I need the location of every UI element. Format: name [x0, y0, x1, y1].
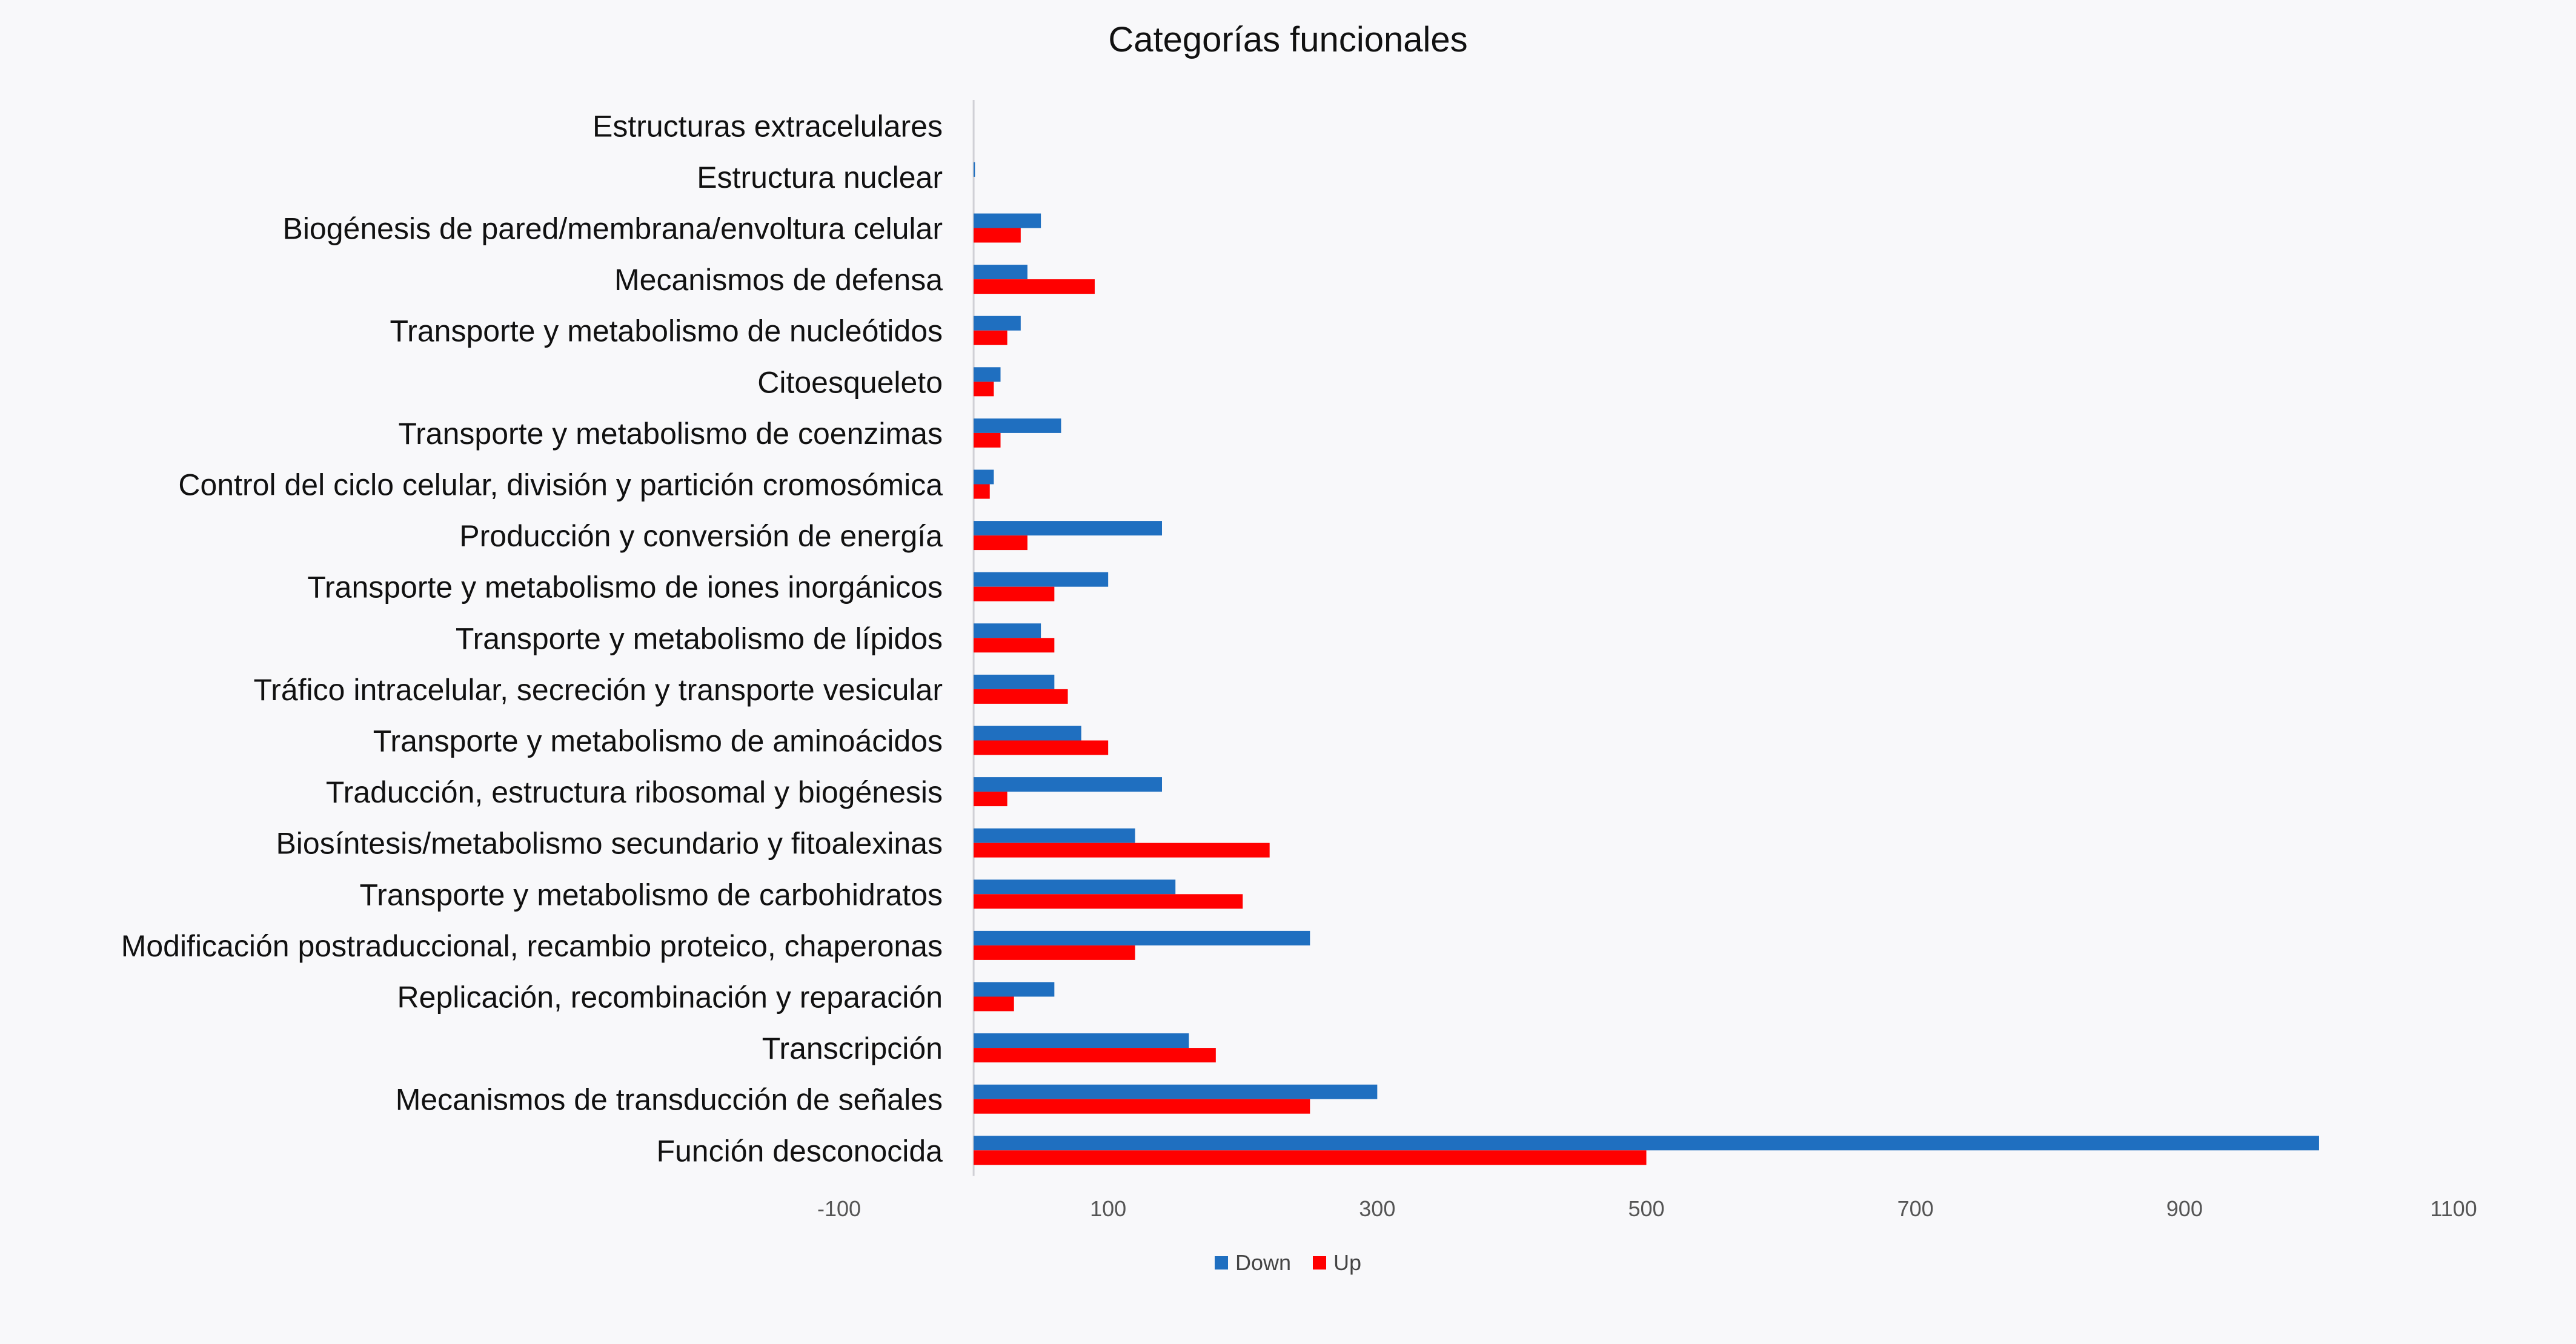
bar-down: [974, 265, 1027, 280]
category-label: Estructura nuclear: [697, 161, 943, 194]
bar-up: [974, 1150, 1647, 1165]
bar-down: [974, 674, 1055, 689]
bar-down: [974, 521, 1162, 536]
category-label: Mecanismos de transducción de señales: [396, 1083, 943, 1117]
bar-down: [974, 828, 1135, 843]
bar-up: [974, 689, 1068, 704]
category-label: Transporte y metabolismo de iones inorgá…: [307, 571, 943, 604]
x-tick-label: 1100: [2430, 1196, 2477, 1221]
bar-down: [974, 777, 1162, 792]
bar-up: [974, 945, 1135, 960]
bar-down: [974, 162, 975, 177]
category-label: Transporte y metabolismo de aminoácidos: [373, 724, 943, 758]
bar-up: [974, 484, 990, 499]
legend-label-down: Down: [1235, 1250, 1291, 1275]
category-label: Mecanismos de defensa: [614, 263, 943, 297]
bar-up: [974, 792, 1007, 807]
bar-up: [974, 842, 1270, 858]
bar-up: [974, 432, 1001, 448]
chart-title: Categorías funcionales: [1108, 20, 1468, 59]
category-label: Control del ciclo celular, división y pa…: [178, 468, 943, 502]
category-label: Transporte y metabolismo de lípidos: [456, 621, 943, 655]
category-label: Transporte y metabolismo de coenzimas: [398, 417, 943, 451]
x-tick-label: -100: [817, 1196, 861, 1221]
bar-up: [974, 330, 1007, 345]
bar-down: [974, 879, 1176, 895]
category-label: Biogénesis de pared/membrana/envoltura c…: [282, 212, 943, 246]
bar-down: [974, 418, 1061, 433]
bar-up: [974, 1048, 1216, 1063]
category-label: Producción y conversión de energía: [459, 519, 943, 553]
legend-label-up: Up: [1333, 1250, 1362, 1275]
bar-down: [974, 726, 1081, 741]
bar-up: [974, 279, 1095, 294]
bar-up: [974, 740, 1109, 755]
bar-up: [974, 996, 1014, 1011]
bar-up: [974, 535, 1027, 551]
category-label: Traducción, estructura ribosomal y biogé…: [326, 775, 943, 809]
legend-item-up: Up: [1313, 1250, 1361, 1276]
bar-down: [974, 623, 1041, 638]
bar-down: [974, 1136, 2319, 1151]
bar-up: [974, 638, 1055, 653]
x-tick-label: 700: [1897, 1196, 1934, 1221]
category-label: Citoesqueleto: [757, 365, 943, 399]
legend-swatch-up: [1313, 1256, 1326, 1270]
bar-down: [974, 930, 1310, 945]
legend-item-down: Down: [1214, 1250, 1291, 1276]
bar-up: [974, 1099, 1310, 1114]
category-label: Transcripción: [762, 1031, 943, 1065]
category-label: Replicación, recombinación y reparación: [397, 981, 943, 1015]
x-tick-label: 300: [1359, 1196, 1395, 1221]
bar-up: [974, 894, 1243, 909]
category-label: Tráfico intracelular, secreción y transp…: [254, 673, 943, 707]
x-tick-label: 900: [2166, 1196, 2203, 1221]
bar-down: [974, 572, 1109, 587]
category-label: Transporte y metabolismo de nucleótidos: [390, 314, 943, 348]
bar-down: [974, 213, 1041, 228]
category-label: Función desconocida: [656, 1134, 943, 1168]
category-label: Transporte y metabolismo de carbohidrato…: [360, 878, 943, 912]
bar-up: [974, 586, 1055, 601]
category-label: Biosíntesis/metabolismo secundario y fit…: [276, 827, 943, 861]
bar-up: [974, 228, 1021, 243]
x-tick-label: 500: [1628, 1196, 1664, 1221]
bar-down: [974, 982, 1055, 997]
bar-down: [974, 1084, 1378, 1099]
legend: Down Up: [0, 1250, 2576, 1276]
bar-down: [974, 1033, 1189, 1048]
x-tick-label: 100: [1090, 1196, 1126, 1221]
bar-down: [974, 316, 1021, 331]
bar-down: [974, 469, 994, 485]
legend-swatch-down: [1214, 1256, 1228, 1270]
category-label: Modificación postraduccional, recambio p…: [121, 929, 943, 963]
bar-down: [974, 367, 1001, 382]
bar-up: [974, 382, 994, 397]
category-label: Estructuras extracelulares: [593, 109, 943, 143]
